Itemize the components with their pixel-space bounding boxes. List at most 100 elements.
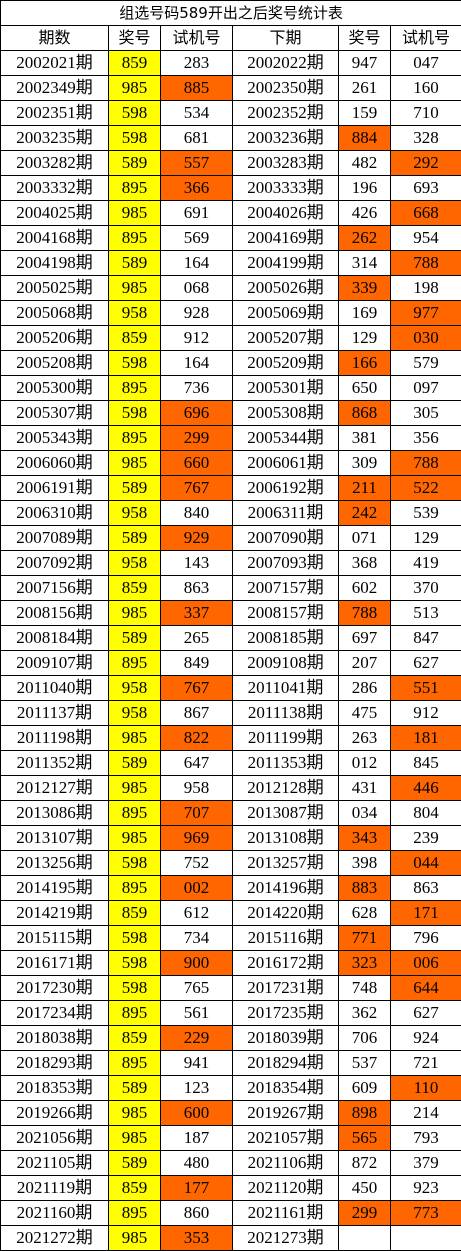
cell: 985 xyxy=(108,200,161,226)
cell: 513 xyxy=(389,600,461,626)
data-row: 2011352期 589 647 2011353期 012 845 xyxy=(0,750,461,776)
data-row: 2013086期 895 707 2013087期 034 804 xyxy=(0,800,461,826)
cell: 522 xyxy=(389,475,461,501)
data-row: 2003235期 598 681 2003236期 884 328 xyxy=(0,125,461,151)
cell: 872 xyxy=(338,1150,391,1176)
cell: 822 xyxy=(160,725,233,751)
cell: 859 xyxy=(108,575,161,601)
data-row: 2018038期 859 229 2018039期 706 924 xyxy=(0,1025,461,1051)
cell: 895 xyxy=(108,800,161,826)
cell: 2006310期 xyxy=(0,500,109,526)
cell: 2011138期 xyxy=(232,700,339,726)
data-row: 2013256期 598 752 2013257期 398 044 xyxy=(0,850,461,876)
cell: 2007157期 xyxy=(232,575,339,601)
data-row: 2009107期 895 849 2009108期 207 627 xyxy=(0,650,461,676)
data-row: 2018293期 895 941 2018294期 537 721 xyxy=(0,1050,461,1076)
cell: 2018354期 xyxy=(232,1075,339,1101)
cell: 2012127期 xyxy=(0,775,109,801)
title-row: 组选号码589开出之后奖号统计表 xyxy=(0,0,461,26)
cell: 985 xyxy=(108,1100,161,1126)
cell: 2021160期 xyxy=(0,1200,109,1226)
cell: 262 xyxy=(338,225,391,251)
cell: 110 xyxy=(389,1075,461,1101)
cell: 2017235期 xyxy=(232,1000,339,1026)
cell: 895 xyxy=(108,1200,161,1226)
cell: 044 xyxy=(389,850,461,876)
cell: 859 xyxy=(108,50,161,76)
data-row: 2008156期 985 337 2008157期 788 513 xyxy=(0,600,461,626)
cell: 2003282期 xyxy=(0,150,109,176)
cell: 2002350期 xyxy=(232,75,339,101)
cell: 2005344期 xyxy=(232,425,339,451)
cell: 736 xyxy=(160,375,233,401)
cell: 450 xyxy=(338,1175,391,1201)
cell: 600 xyxy=(160,1100,233,1126)
cell: 2021161期 xyxy=(232,1200,339,1226)
cell: 627 xyxy=(389,650,461,676)
data-row: 2005343期 895 299 2005344期 381 356 xyxy=(0,425,461,451)
cell: 034 xyxy=(338,800,391,826)
cell: 589 xyxy=(108,750,161,776)
cell: 796 xyxy=(389,925,461,951)
cell: 895 xyxy=(108,375,161,401)
cell: 2018294期 xyxy=(232,1050,339,1076)
cell: 765 xyxy=(160,975,233,1001)
cell: 706 xyxy=(338,1025,391,1051)
cell: 2017230期 xyxy=(0,975,109,1001)
cell: 2011353期 xyxy=(232,750,339,776)
cell: 539 xyxy=(389,500,461,526)
cell: 2013256期 xyxy=(0,850,109,876)
cell: 2005206期 xyxy=(0,325,109,351)
cell: 923 xyxy=(389,1175,461,1201)
cell: 431 xyxy=(338,775,391,801)
cell: 565 xyxy=(338,1125,391,1151)
cell: 627 xyxy=(389,1000,461,1026)
cell: 847 xyxy=(389,625,461,651)
data-row: 2016171期 598 900 2016172期 323 006 xyxy=(0,950,461,976)
cell: 2015116期 xyxy=(232,925,339,951)
cell: 337 xyxy=(160,600,233,626)
cell: 710 xyxy=(389,100,461,126)
cell: 211 xyxy=(338,475,391,501)
cell: 2015115期 xyxy=(0,925,109,951)
cell: 883 xyxy=(338,875,391,901)
cell: 707 xyxy=(160,800,233,826)
cell: 860 xyxy=(160,1200,233,1226)
data-row: 2021056期 985 187 2021057期 565 793 xyxy=(0,1125,461,1151)
data-row: 2005300期 895 736 2005301期 650 097 xyxy=(0,375,461,401)
cell: 2011352期 xyxy=(0,750,109,776)
cell: 398 xyxy=(338,850,391,876)
cell: 2014220期 xyxy=(232,900,339,926)
cell: 2011199期 xyxy=(232,725,339,751)
cell: 598 xyxy=(108,975,161,1001)
cell: 030 xyxy=(389,325,461,351)
data-row: 2011198期 985 822 2011199期 263 181 xyxy=(0,725,461,751)
cell: 2006192期 xyxy=(232,475,339,501)
cell: 068 xyxy=(160,275,233,301)
cell: 2005068期 xyxy=(0,300,109,326)
cell: 537 xyxy=(338,1050,391,1076)
empty-cell xyxy=(389,1225,461,1251)
data-row: 2015115期 598 734 2015116期 771 796 xyxy=(0,925,461,951)
cell: 2011198期 xyxy=(0,725,109,751)
cell: 793 xyxy=(389,1125,461,1151)
cell: 2011040期 xyxy=(0,675,109,701)
cell: 323 xyxy=(338,950,391,976)
cell: 697 xyxy=(338,625,391,651)
cell: 177 xyxy=(160,1175,233,1201)
cell: 160 xyxy=(389,75,461,101)
cell: 159 xyxy=(338,100,391,126)
cell: 2018039期 xyxy=(232,1025,339,1051)
data-row: 2021119期 859 177 2021120期 450 923 xyxy=(0,1175,461,1201)
cell: 985 xyxy=(108,75,161,101)
header-cell: 下期 xyxy=(232,25,339,51)
cell: 589 xyxy=(108,250,161,276)
cell: 2006311期 xyxy=(232,500,339,526)
cell: 863 xyxy=(389,875,461,901)
cell: 598 xyxy=(108,125,161,151)
header-row: 期数 奖号 试机号 下期 奖号 试机号 xyxy=(0,25,461,51)
cell: 2007093期 xyxy=(232,550,339,576)
cell: 895 xyxy=(108,1000,161,1026)
header-cell: 期数 xyxy=(0,25,109,51)
